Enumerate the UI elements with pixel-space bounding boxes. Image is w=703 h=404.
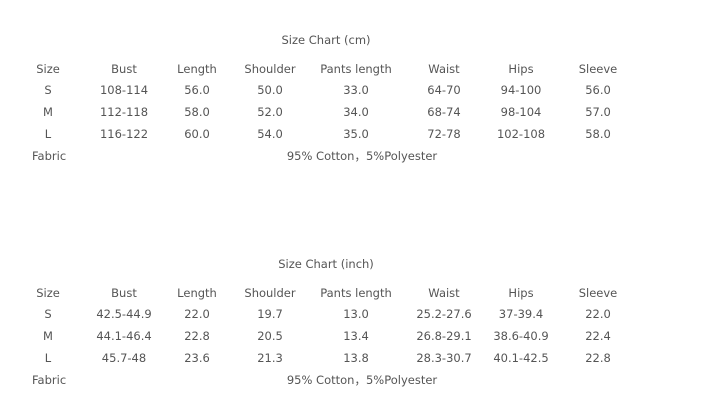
table-cell: 57.0	[585, 105, 611, 119]
size-chart-inch: Size Chart (inch) Size Bust Length Shoulder P…	[0, 224, 703, 404]
table-cell: 64-70	[427, 83, 461, 97]
table-cell: 58.0	[585, 127, 611, 141]
chart-title: Size Chart (cm)	[281, 33, 371, 47]
table-cell: 98-104	[500, 105, 542, 119]
table-cell: 13.0	[343, 307, 369, 321]
fabric-value: 95% Cotton，5%Polyester	[286, 373, 438, 387]
table-cell: 44.1-46.4	[96, 329, 152, 343]
table-cell: 68-74	[427, 105, 461, 119]
table-cell: 116-122	[99, 127, 149, 141]
table-cell: 52.0	[257, 105, 283, 119]
table-cell: 22.8	[585, 351, 611, 365]
table-cell: 13.8	[343, 351, 369, 365]
column-header: Length	[177, 62, 217, 76]
column-header: Shoulder	[244, 286, 296, 300]
size-label: S	[44, 83, 52, 97]
table-cell: 22.0	[184, 307, 210, 321]
table-cell: 22.4	[585, 329, 611, 343]
size-label: L	[44, 351, 52, 365]
table-cell: 26.8-29.1	[416, 329, 472, 343]
column-header: Size	[36, 62, 60, 76]
table-cell: 21.3	[257, 351, 283, 365]
table-cell: 34.0	[343, 105, 369, 119]
size-chart-cm: Size Chart (cm) Size Bust Length Shoulder Pan…	[0, 0, 703, 180]
table-cell: 23.6	[184, 351, 210, 365]
table-cell: 22.0	[585, 307, 611, 321]
column-header: Sleeve	[578, 286, 618, 300]
table-cell: 37-39.4	[498, 307, 544, 321]
column-header: Waist	[428, 286, 460, 300]
table-cell: 19.7	[257, 307, 283, 321]
chart-title: Size Chart (inch)	[278, 257, 374, 271]
table-cell: 40.1-42.5	[493, 351, 549, 365]
column-header: Waist	[428, 62, 460, 76]
table-cell: 45.7-48	[101, 351, 147, 365]
column-header: Bust	[111, 286, 137, 300]
table-cell: 38.6-40.9	[493, 329, 549, 343]
table-cell: 42.5-44.9	[96, 307, 152, 321]
fabric-label: Fabric	[32, 373, 67, 387]
table-cell: 13.4	[343, 329, 369, 343]
table-cell: 22.8	[184, 329, 210, 343]
table-cell: 25.2-27.6	[416, 307, 472, 321]
fabric-label: Fabric	[32, 149, 67, 163]
column-header: Hips	[508, 286, 534, 300]
column-header: Shoulder	[244, 62, 296, 76]
table-cell: 56.0	[585, 83, 611, 97]
table-cell: 50.0	[257, 83, 283, 97]
column-header: Sleeve	[578, 62, 618, 76]
table-cell: 102-108	[496, 127, 546, 141]
column-header: Hips	[508, 62, 534, 76]
size-label: M	[43, 105, 53, 119]
size-label: M	[43, 329, 53, 343]
column-header: Pants length	[320, 286, 392, 300]
table-cell: 58.0	[184, 105, 210, 119]
table-cell: 112-118	[99, 105, 149, 119]
table-cell: 60.0	[184, 127, 210, 141]
table-cell: 20.5	[257, 329, 283, 343]
table-cell: 28.3-30.7	[416, 351, 472, 365]
size-label: S	[44, 307, 52, 321]
column-header: Bust	[111, 62, 137, 76]
column-header: Pants length	[320, 62, 392, 76]
table-cell: 35.0	[343, 127, 369, 141]
table-cell: 108-114	[99, 83, 149, 97]
table-cell: 33.0	[343, 83, 369, 97]
table-cell: 94-100	[500, 83, 542, 97]
table-cell: 56.0	[184, 83, 210, 97]
size-label: L	[44, 127, 52, 141]
fabric-value: 95% Cotton，5%Polyester	[286, 149, 438, 163]
table-cell: 72-78	[427, 127, 461, 141]
column-header: Length	[177, 286, 217, 300]
column-header: Size	[36, 286, 60, 300]
table-cell: 54.0	[257, 127, 283, 141]
